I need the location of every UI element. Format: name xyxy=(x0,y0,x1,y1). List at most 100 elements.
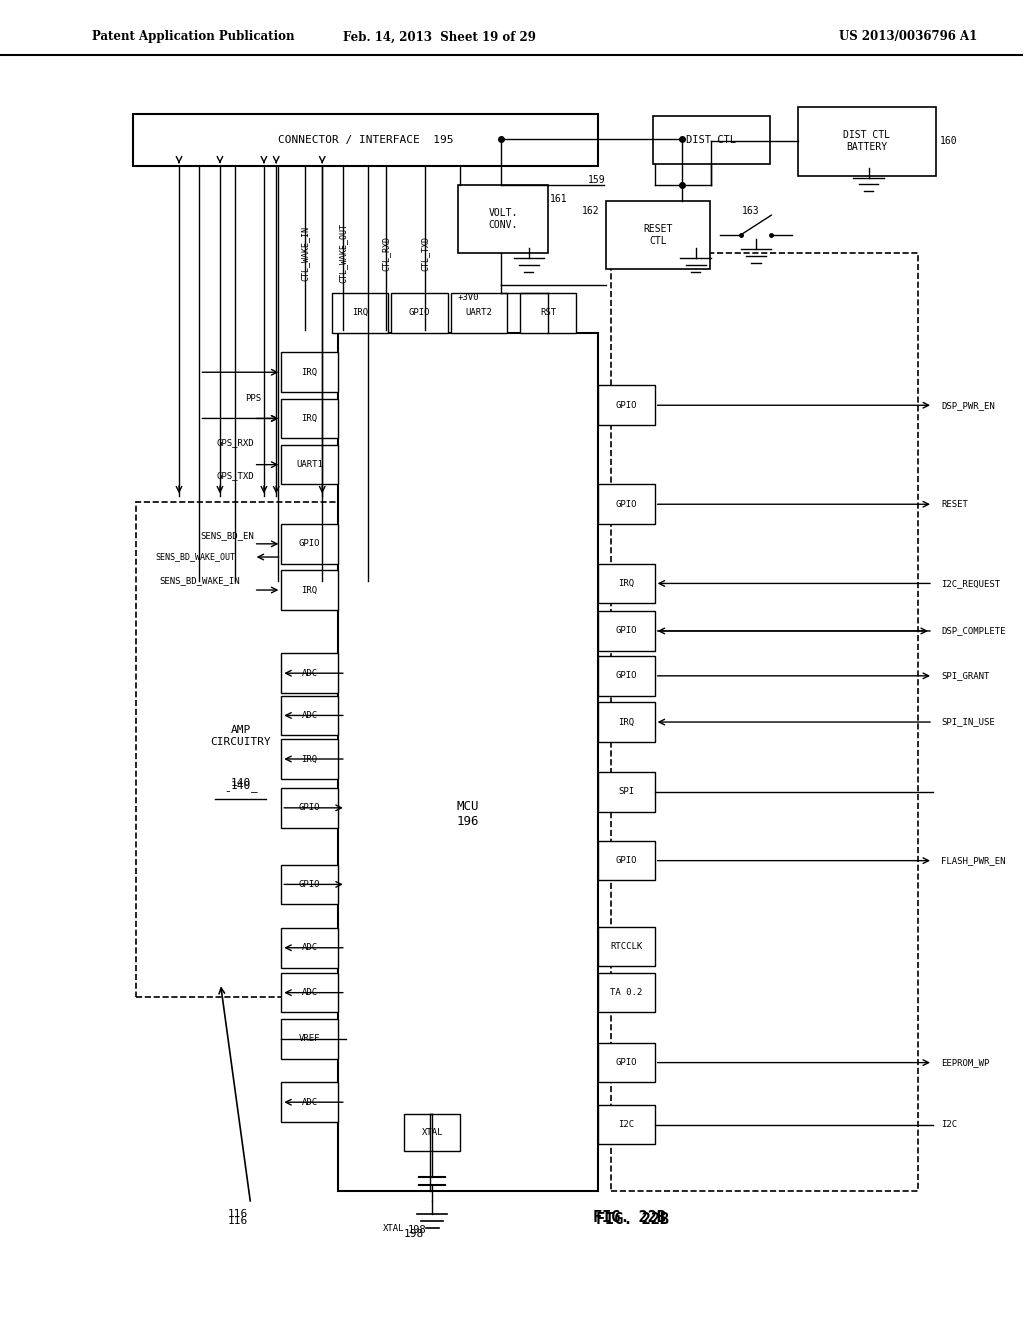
Text: UART2: UART2 xyxy=(465,309,493,317)
Text: CONNECTOR / INTERFACE  195: CONNECTOR / INTERFACE 195 xyxy=(278,135,454,145)
Text: US 2013/0036796 A1: US 2013/0036796 A1 xyxy=(839,30,977,44)
Text: FLASH_PWR_EN: FLASH_PWR_EN xyxy=(941,857,1006,865)
FancyBboxPatch shape xyxy=(133,114,598,166)
FancyBboxPatch shape xyxy=(282,739,338,779)
Text: RTCCLK: RTCCLK xyxy=(610,942,643,950)
Text: GPIO: GPIO xyxy=(615,627,637,635)
FancyBboxPatch shape xyxy=(459,185,548,253)
FancyBboxPatch shape xyxy=(598,564,654,603)
Text: Patent Application Publication: Patent Application Publication xyxy=(92,30,295,44)
Text: 140: 140 xyxy=(230,781,251,791)
Text: SPI: SPI xyxy=(618,788,635,796)
Text: I2C: I2C xyxy=(618,1121,635,1129)
Text: GPIO: GPIO xyxy=(299,540,321,548)
FancyBboxPatch shape xyxy=(598,1043,654,1082)
Text: IRQ: IRQ xyxy=(301,368,317,376)
FancyBboxPatch shape xyxy=(598,702,654,742)
Text: UART1: UART1 xyxy=(296,461,323,469)
Text: GPIO: GPIO xyxy=(409,309,430,317)
Text: 163: 163 xyxy=(742,206,760,216)
Text: VREF: VREF xyxy=(299,1035,321,1043)
FancyBboxPatch shape xyxy=(598,1105,654,1144)
Text: 159: 159 xyxy=(588,174,605,185)
Text: SENS_BD_EN: SENS_BD_EN xyxy=(200,532,254,540)
Text: SPI_GRANT: SPI_GRANT xyxy=(941,672,989,680)
Text: 140: 140 xyxy=(230,779,251,788)
Text: I2C_REQUEST: I2C_REQUEST xyxy=(941,579,1000,587)
FancyBboxPatch shape xyxy=(520,293,577,333)
FancyBboxPatch shape xyxy=(282,524,338,564)
FancyBboxPatch shape xyxy=(598,656,654,696)
FancyBboxPatch shape xyxy=(598,484,654,524)
Text: RESET
CTL: RESET CTL xyxy=(643,224,673,246)
Text: 198: 198 xyxy=(404,1229,424,1239)
Text: FIG. 22B: FIG. 22B xyxy=(593,1209,666,1225)
FancyBboxPatch shape xyxy=(652,116,770,164)
Text: VOLT.
CONV.: VOLT. CONV. xyxy=(488,209,518,230)
Text: IRQ: IRQ xyxy=(618,718,635,726)
Text: I2C: I2C xyxy=(941,1121,957,1129)
Text: DSP_COMPLETE: DSP_COMPLETE xyxy=(941,627,1006,635)
Text: GPIO: GPIO xyxy=(299,804,321,812)
Text: CTL_TXD: CTL_TXD xyxy=(420,236,429,271)
FancyBboxPatch shape xyxy=(598,772,654,812)
Text: EEPROM_WP: EEPROM_WP xyxy=(941,1059,989,1067)
FancyBboxPatch shape xyxy=(282,696,338,735)
Text: RESET: RESET xyxy=(941,500,968,508)
FancyBboxPatch shape xyxy=(391,293,447,333)
Text: IRQ: IRQ xyxy=(301,586,317,594)
Text: GPIO: GPIO xyxy=(615,500,637,508)
Text: XTAL: XTAL xyxy=(383,1225,404,1233)
FancyBboxPatch shape xyxy=(282,445,338,484)
Text: ADC: ADC xyxy=(301,989,317,997)
FancyBboxPatch shape xyxy=(282,1019,338,1059)
FancyBboxPatch shape xyxy=(282,788,338,828)
FancyBboxPatch shape xyxy=(451,293,507,333)
Text: ̱140̲: ̱140̲ xyxy=(224,780,258,792)
Text: XTAL: XTAL xyxy=(422,1129,443,1137)
Text: 116: 116 xyxy=(227,1216,248,1226)
FancyBboxPatch shape xyxy=(282,973,338,1012)
FancyBboxPatch shape xyxy=(332,293,388,333)
FancyBboxPatch shape xyxy=(282,399,338,438)
FancyBboxPatch shape xyxy=(282,865,338,904)
Text: CTL_WAKE_IN: CTL_WAKE_IN xyxy=(300,226,309,281)
FancyBboxPatch shape xyxy=(282,928,338,968)
FancyBboxPatch shape xyxy=(598,841,654,880)
Text: CTL_WAKE_OUT: CTL_WAKE_OUT xyxy=(338,223,347,284)
Text: ADC: ADC xyxy=(301,944,317,952)
Text: GPIO: GPIO xyxy=(615,857,637,865)
Text: GPS_RXD: GPS_RXD xyxy=(216,438,254,446)
Text: IRQ: IRQ xyxy=(301,414,317,422)
Text: FIG. 22B: FIG. 22B xyxy=(596,1212,669,1228)
Text: GPIO: GPIO xyxy=(615,672,637,680)
Text: GPS_TXD: GPS_TXD xyxy=(216,471,254,479)
FancyBboxPatch shape xyxy=(338,333,598,1191)
FancyBboxPatch shape xyxy=(598,973,654,1012)
Text: SPI_IN_USE: SPI_IN_USE xyxy=(941,718,995,726)
Text: DSP_PWR_EN: DSP_PWR_EN xyxy=(941,401,995,409)
Text: CTL_RXD: CTL_RXD xyxy=(381,236,390,271)
Text: GPIO: GPIO xyxy=(615,401,637,409)
Text: TA 0.2: TA 0.2 xyxy=(610,989,643,997)
FancyBboxPatch shape xyxy=(282,570,338,610)
FancyBboxPatch shape xyxy=(598,927,654,966)
Text: 116: 116 xyxy=(227,1209,248,1220)
Text: AMP
CIRCUITRY: AMP CIRCUITRY xyxy=(211,725,271,747)
Text: IRQ: IRQ xyxy=(618,579,635,587)
Text: ADC: ADC xyxy=(301,711,317,719)
FancyBboxPatch shape xyxy=(605,201,710,269)
Text: DIST CTL
BATTERY: DIST CTL BATTERY xyxy=(844,131,891,152)
Text: GPIO: GPIO xyxy=(615,1059,637,1067)
Text: 198: 198 xyxy=(408,1225,427,1236)
Text: +3V0: +3V0 xyxy=(458,293,479,301)
Text: 161: 161 xyxy=(550,194,567,203)
FancyBboxPatch shape xyxy=(598,611,654,651)
Text: ADC: ADC xyxy=(301,1098,317,1106)
FancyBboxPatch shape xyxy=(282,653,338,693)
Text: MCU
196: MCU 196 xyxy=(457,800,479,829)
Text: PPS: PPS xyxy=(245,395,261,403)
Text: GPIO: GPIO xyxy=(299,880,321,888)
Text: IRQ: IRQ xyxy=(352,309,369,317)
FancyBboxPatch shape xyxy=(282,1082,338,1122)
